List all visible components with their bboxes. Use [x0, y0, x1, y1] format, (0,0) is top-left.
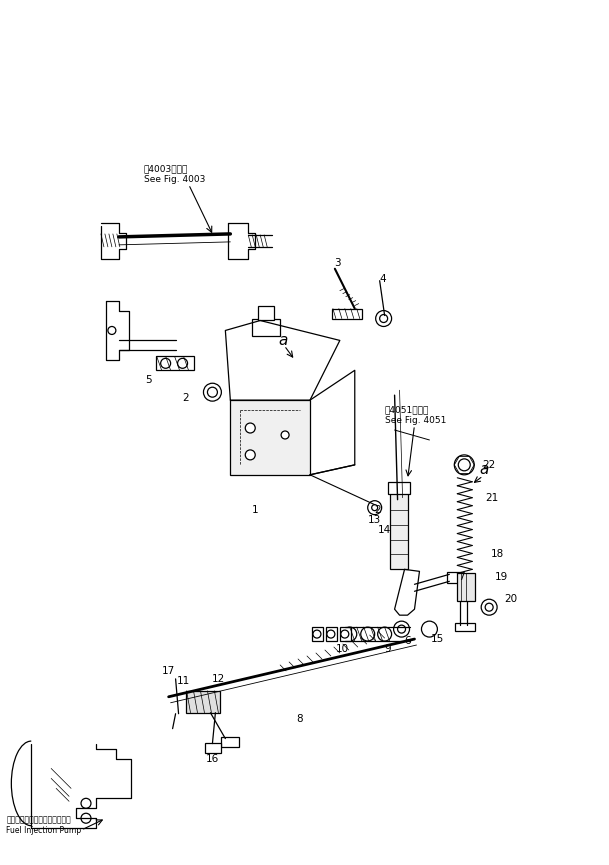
Text: 15: 15	[431, 634, 444, 644]
Bar	[387, 482, 409, 494]
Circle shape	[178, 358, 188, 368]
Text: フェルインジェクションポンプ: フェルインジェクションポンプ	[6, 816, 71, 824]
Circle shape	[421, 621, 437, 637]
Text: 21: 21	[485, 493, 499, 503]
Text: 2: 2	[182, 394, 189, 403]
Circle shape	[81, 813, 91, 823]
Circle shape	[368, 501, 382, 515]
Circle shape	[108, 326, 116, 335]
Bar	[390, 490, 407, 569]
Text: 5: 5	[146, 375, 152, 385]
Bar	[230, 400, 310, 475]
Circle shape	[245, 450, 255, 460]
Circle shape	[378, 627, 392, 641]
Circle shape	[398, 625, 406, 633]
Text: 16: 16	[206, 753, 219, 764]
Circle shape	[327, 630, 335, 638]
Text: 11: 11	[177, 676, 190, 686]
Bar	[332, 309, 362, 318]
Circle shape	[485, 603, 493, 612]
Text: 1: 1	[252, 504, 259, 515]
Circle shape	[81, 798, 91, 808]
Bar	[258, 305, 274, 319]
Circle shape	[208, 388, 217, 397]
Text: 第4051図参照: 第4051図参照	[385, 406, 429, 414]
Bar	[156, 356, 194, 370]
Circle shape	[245, 423, 255, 433]
Circle shape	[343, 627, 357, 641]
Text: 第4003図参照: 第4003図参照	[144, 164, 188, 174]
Bar	[340, 627, 351, 641]
Circle shape	[459, 458, 470, 471]
Text: See Fig. 4003: See Fig. 4003	[144, 175, 205, 183]
Circle shape	[371, 504, 378, 510]
Text: Fuel Injection Pump: Fuel Injection Pump	[6, 826, 82, 835]
Text: 10: 10	[336, 644, 350, 654]
Text: a: a	[479, 462, 488, 477]
Text: 9: 9	[384, 644, 391, 654]
Circle shape	[454, 455, 474, 475]
Text: 17: 17	[162, 666, 175, 676]
Text: See Fig. 4051: See Fig. 4051	[385, 415, 446, 425]
Circle shape	[203, 383, 222, 401]
Text: a: a	[278, 333, 287, 348]
Bar	[326, 627, 337, 641]
Text: 6: 6	[404, 636, 411, 646]
Text: 4: 4	[379, 273, 386, 284]
Circle shape	[313, 630, 321, 638]
Circle shape	[379, 315, 387, 323]
Text: 18: 18	[490, 549, 504, 560]
Text: 7: 7	[458, 573, 465, 582]
Circle shape	[481, 599, 497, 615]
Bar	[312, 627, 323, 641]
Bar	[456, 623, 475, 631]
Text: 13: 13	[368, 515, 381, 524]
Circle shape	[393, 621, 409, 637]
Bar	[186, 691, 220, 713]
Circle shape	[376, 311, 392, 326]
Text: 22: 22	[482, 460, 496, 470]
Circle shape	[361, 627, 375, 641]
Text: 14: 14	[378, 524, 391, 535]
Bar	[252, 318, 280, 336]
Text: 19: 19	[495, 573, 508, 582]
Bar	[205, 742, 222, 753]
Circle shape	[281, 431, 289, 439]
Text: 20: 20	[504, 594, 518, 605]
Circle shape	[161, 358, 171, 368]
Text: 3: 3	[334, 258, 341, 268]
Bar	[222, 737, 239, 746]
Text: 8: 8	[297, 714, 303, 724]
Circle shape	[341, 630, 349, 638]
Bar	[457, 573, 475, 601]
Text: 12: 12	[212, 674, 225, 684]
Text: 2: 2	[375, 504, 381, 515]
Bar	[448, 573, 461, 583]
